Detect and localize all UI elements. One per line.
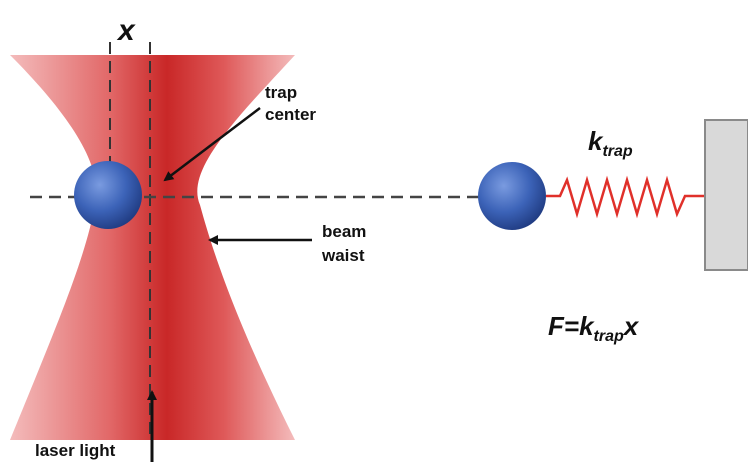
- trap-center-label-line2: center: [265, 105, 316, 124]
- laser-light-label: laser light: [35, 441, 116, 460]
- spring-icon: [546, 175, 705, 219]
- beam-waist-label-line1: beam: [322, 222, 366, 241]
- laser-beam: [10, 55, 295, 440]
- spring-constant-k: k: [588, 126, 604, 156]
- formula-subscript: trap: [594, 328, 624, 345]
- bead-in-trap-icon: [74, 161, 142, 229]
- wall-icon: [704, 119, 748, 271]
- beam-waist-label-line2: waist: [321, 246, 365, 265]
- bead-on-spring-icon: [478, 162, 546, 230]
- spring-constant-label: ktrap: [588, 126, 633, 160]
- trap-center-label-line1: trap: [265, 83, 297, 102]
- formula-rhs: x: [622, 311, 640, 341]
- trap-center-arrow: [163, 107, 261, 182]
- hooke-law-formula: F=ktrapx: [548, 311, 640, 345]
- formula-lhs: F=k: [548, 311, 595, 341]
- spring-constant-subscript: trap: [602, 143, 632, 160]
- displacement-label: x: [116, 14, 136, 47]
